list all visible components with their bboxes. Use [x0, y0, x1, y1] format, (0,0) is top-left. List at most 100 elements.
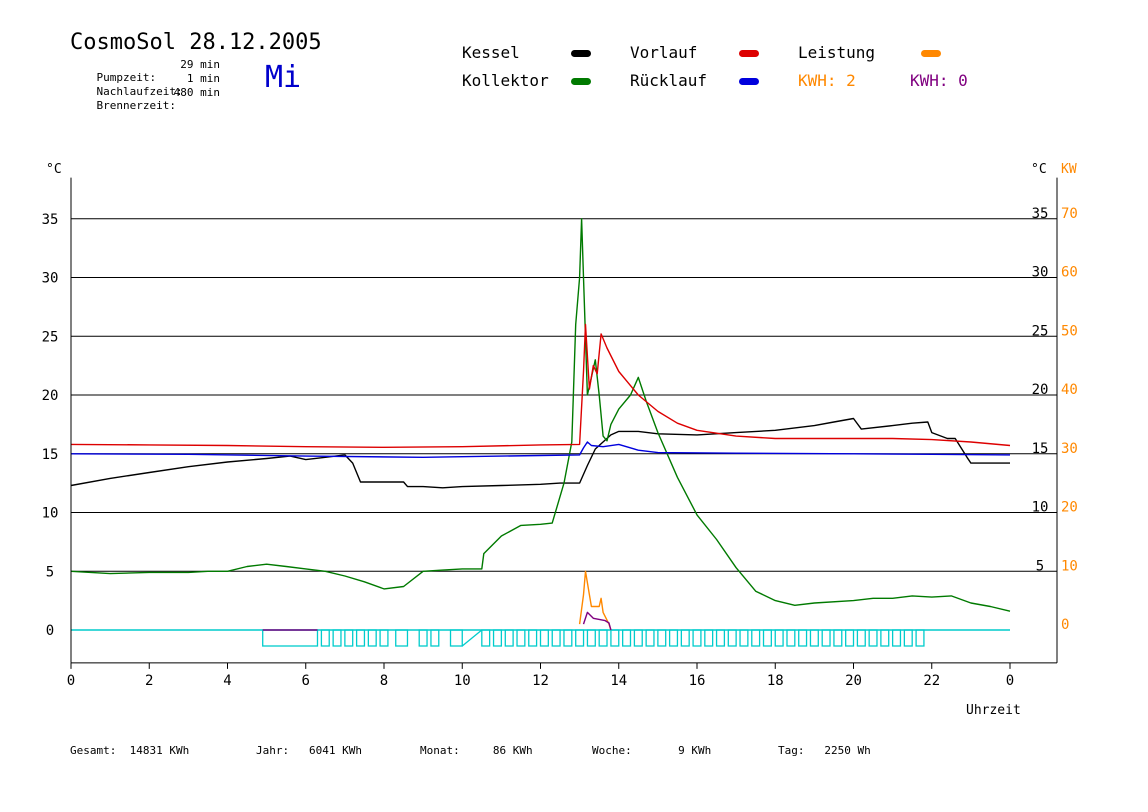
- x-tick-label: 22: [923, 673, 940, 689]
- y-axis-right-power-unit: KW: [1061, 162, 1077, 177]
- legend-kollektor-label: Kollektor: [462, 71, 549, 90]
- y-right-temp-tick-label: 25: [1032, 323, 1049, 339]
- y-left-tick-label: 30: [42, 271, 59, 287]
- legend-leistung-swatch: [921, 50, 941, 57]
- pump-time-label: Pumpzeit:: [96, 71, 157, 84]
- burner-ramp: [461, 629, 483, 647]
- y-left-tick-label: 15: [42, 447, 59, 463]
- footer-gesamt-label: Gesamt:: [70, 744, 117, 757]
- burner-bar: [481, 629, 491, 647]
- y-right-power-tick-label: 70: [1061, 206, 1078, 222]
- burner-bar: [880, 629, 890, 647]
- x-tick-label: 4: [223, 673, 231, 689]
- burner-bar: [516, 629, 526, 647]
- burner-bar: [622, 629, 632, 647]
- legend-kwh-orange: KWH: 2: [798, 71, 856, 90]
- y-right-power-tick-label: 10: [1061, 558, 1078, 574]
- burner-bars-layer: [71, 629, 1010, 647]
- footer-monat-label: Monat:: [420, 744, 460, 757]
- y-left-tick-label: 20: [42, 388, 59, 404]
- legend-kollektor-swatch: [571, 78, 591, 85]
- y-right-power-tick-label: 0: [1061, 617, 1069, 633]
- burner-bar: [504, 629, 514, 647]
- footer-woche-value: 9 KWh: [678, 744, 712, 757]
- footer-woche-label: Woche:: [592, 744, 632, 757]
- legend-ruecklauf-swatch: [739, 78, 759, 85]
- x-tick-label: 0: [1006, 673, 1014, 689]
- burner-bar: [551, 629, 561, 647]
- burner-bar: [751, 629, 761, 647]
- burner-bar: [798, 629, 808, 647]
- y-right-power-tick-label: 50: [1061, 323, 1078, 339]
- burner-bar: [680, 629, 690, 647]
- burner-bar: [692, 629, 702, 647]
- x-tick-label: 20: [845, 673, 862, 689]
- burner-bar: [856, 629, 866, 647]
- burner-bar: [539, 629, 549, 647]
- burner-bar: [355, 629, 366, 647]
- series-kessel: [70, 417, 1010, 489]
- y-left-tick-label: 10: [42, 506, 59, 522]
- legend-kessel-swatch: [571, 50, 591, 57]
- burner-bar: [903, 629, 913, 647]
- burner-bar: [774, 629, 784, 647]
- burner-bar: [430, 629, 440, 647]
- y-left-tick-label: 0: [46, 623, 54, 639]
- y-right-temp-tick-label: 10: [1032, 500, 1049, 516]
- burner-bar: [762, 629, 772, 647]
- burner-bar: [915, 629, 925, 647]
- burner-bar: [727, 629, 737, 647]
- y-axis-left-unit: °C: [46, 162, 62, 177]
- footer-jahr-value: 6041 KWh: [309, 744, 362, 757]
- burner-bar: [891, 629, 902, 647]
- series-kwh: [582, 611, 612, 631]
- burner-bar: [492, 629, 503, 647]
- burner-bar: [563, 629, 573, 647]
- y-right-power-tick-label: 30: [1061, 441, 1078, 457]
- x-tick-label: 12: [532, 673, 549, 689]
- legend-vorlauf-swatch: [739, 50, 759, 57]
- y-right-temp-tick-label: 20: [1032, 382, 1049, 398]
- y-right-temp-tick-label: 5: [1036, 558, 1044, 574]
- overrun-time-label: Nachlaufzeit:: [96, 85, 183, 98]
- burner-bar: [809, 629, 819, 647]
- x-tick-label: 0: [67, 673, 75, 689]
- burner-time-label: Brennerzeit:: [96, 99, 176, 112]
- burner-bar: [528, 629, 538, 647]
- overrun-time: Nachlaufzeit: 1 min: [70, 72, 221, 124]
- legend-leistung-label: Leistung: [798, 43, 876, 62]
- y-axis-right-temp-unit: °C: [1031, 162, 1047, 177]
- burner-bar: [786, 629, 796, 647]
- footer-monat: Monat: 86 KWh: [420, 744, 533, 757]
- burner-bar: [449, 629, 463, 647]
- x-tick-label: 14: [610, 673, 627, 689]
- y-right-power-tick-label: 60: [1061, 265, 1078, 281]
- footer-jahr: Jahr: 6041 KWh: [256, 744, 362, 757]
- series-ruecklauf: [70, 441, 1011, 458]
- burner-bar: [575, 629, 585, 647]
- burner-bar: [645, 629, 655, 647]
- burner-bar: [262, 629, 319, 647]
- footer-jahr-label: Jahr:: [256, 744, 290, 757]
- weekday-label: Mi: [265, 60, 302, 95]
- series-vorlauf: [70, 323, 1011, 448]
- burner-bar: [868, 629, 878, 647]
- series-kollektor: [70, 218, 1011, 612]
- burner-bar: [586, 629, 596, 647]
- burner-bar: [320, 629, 330, 647]
- footer-woche: Woche: 9 KWh: [592, 744, 711, 757]
- footer-gesamt-value: 14831 KWh: [129, 744, 190, 757]
- burner-bar: [379, 629, 389, 647]
- y-right-power-tick-label: 40: [1061, 382, 1078, 398]
- x-tick-label: 10: [454, 673, 471, 689]
- burner-bar: [821, 629, 831, 647]
- burner-bar: [833, 629, 843, 647]
- burner-bar: [395, 629, 409, 647]
- burner-bar: [344, 629, 354, 647]
- grid-layer: [71, 218, 1057, 572]
- burner-bar: [657, 629, 667, 647]
- burner-time: Brennerzeit: 480 min: [70, 86, 221, 138]
- y-left-tick-label: 5: [46, 564, 54, 580]
